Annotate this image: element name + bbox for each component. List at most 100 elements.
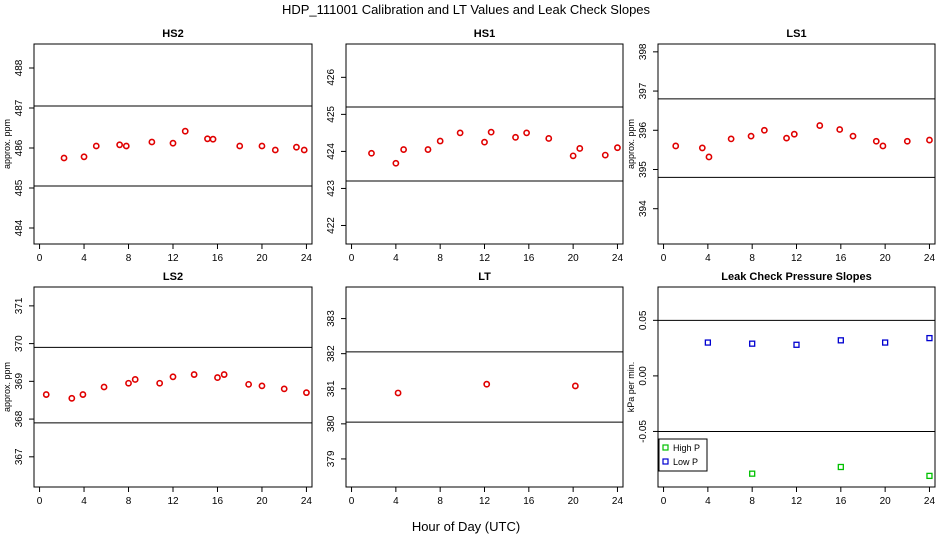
x-tick-label: 20: [256, 496, 268, 507]
y-tick-label: 369: [14, 373, 25, 390]
data-point: [837, 463, 844, 471]
plot-frame: [33, 43, 313, 245]
y-tick-label: 379: [326, 450, 337, 467]
x-tick-label: 12: [479, 253, 491, 264]
series-low-p: [704, 334, 933, 348]
y-tick-label: 371: [14, 297, 25, 314]
data-point: [512, 133, 519, 141]
y-tick-label: 487: [14, 99, 25, 116]
data-point: [571, 382, 579, 390]
x-tick-label: 4: [705, 496, 711, 507]
y-tick-label: 426: [326, 69, 337, 86]
data-point: [698, 144, 706, 152]
figure-xlabel: Hour of Day (UTC): [412, 519, 520, 534]
x-tick-label: 8: [749, 496, 755, 507]
y-tick-label: 488: [14, 59, 25, 76]
data-point: [436, 137, 444, 145]
x-tick-label: 8: [437, 253, 443, 264]
y-tick-label: 380: [326, 415, 337, 432]
data-point: [601, 151, 609, 159]
legend-label: High P: [673, 443, 700, 453]
x-tick-label: 4: [393, 496, 399, 507]
y-tick-label: 0.05: [638, 310, 649, 330]
y-tick-label: 484: [14, 219, 25, 236]
x-tick-label: 16: [835, 496, 847, 507]
data-point: [148, 138, 156, 146]
data-point: [392, 159, 400, 167]
data-point: [92, 142, 100, 150]
x-tick-label: 24: [924, 496, 936, 507]
x-tick-label: 24: [612, 496, 624, 507]
data-point: [258, 382, 266, 390]
x-tick-label: 0: [349, 496, 355, 507]
data-point: [280, 385, 288, 393]
data-point: [483, 380, 491, 388]
figure-title: HDP_111001 Calibration and LT Values and…: [282, 2, 651, 17]
x-tick-label: 20: [880, 496, 892, 507]
y-tick-label: 368: [14, 410, 25, 427]
x-tick-label: 24: [301, 496, 313, 507]
y-tick-label: 425: [326, 106, 337, 123]
data-point: [926, 136, 933, 144]
panel-title: Leak Check Pressure Slopes: [721, 271, 871, 283]
data-point: [747, 132, 755, 140]
data-point: [545, 135, 553, 142]
x-tick-label: 4: [705, 253, 711, 264]
series-0: [60, 127, 308, 162]
panel-hs2: HS2 0 4 8 12 16 20 24 484 485 486 487 488 approx. ppm: [2, 28, 313, 264]
x-tick-label: 0: [661, 253, 667, 264]
y-tick-label: 383: [326, 310, 337, 327]
y-tick-label: 382: [326, 345, 337, 362]
plot-frame: [657, 43, 936, 245]
data-point: [879, 142, 887, 150]
y-tick-label: 367: [14, 448, 25, 465]
data-point: [400, 146, 408, 153]
data-point: [271, 146, 279, 154]
data-point: [614, 144, 621, 152]
data-point: [116, 141, 124, 149]
y-tick-label: -0.05: [638, 420, 649, 443]
y-tick-label: 422: [326, 217, 337, 234]
x-tick-label: 20: [256, 253, 268, 264]
data-point: [727, 135, 735, 143]
y-axis-label: kPa per min.: [626, 362, 636, 413]
x-tick-label: 20: [568, 253, 580, 264]
data-point: [169, 373, 177, 381]
series-0: [368, 128, 621, 167]
x-tick-label: 12: [167, 496, 179, 507]
data-point: [214, 374, 221, 381]
x-tick-label: 4: [393, 253, 399, 264]
y-tick-label: 398: [638, 43, 649, 60]
data-point: [300, 146, 308, 154]
x-tick-label: 4: [81, 496, 87, 507]
legend-marker: [662, 458, 669, 465]
data-point: [122, 142, 130, 150]
x-tick-label: 20: [568, 496, 580, 507]
data-point: [368, 149, 375, 157]
data-point: [783, 134, 790, 142]
data-point: [569, 152, 577, 160]
data-point: [790, 130, 798, 138]
data-point: [394, 389, 402, 397]
data-point: [903, 137, 911, 145]
x-tick-label: 8: [126, 496, 132, 507]
data-point: [424, 146, 432, 153]
data-point: [849, 132, 857, 140]
x-tick-label: 4: [81, 253, 87, 264]
x-tick-label: 0: [37, 253, 43, 264]
y-tick-label: 424: [326, 143, 337, 160]
data-point: [125, 379, 132, 387]
data-point: [481, 138, 488, 146]
data-point: [293, 143, 300, 151]
data-point: [131, 376, 139, 383]
data-point: [80, 153, 88, 161]
legend-label: Low P: [673, 457, 698, 467]
data-point: [837, 337, 844, 344]
x-tick-label: 12: [479, 496, 491, 507]
data-point: [236, 142, 244, 150]
data-point: [209, 135, 217, 143]
data-point: [258, 142, 266, 150]
y-tick-label: 423: [326, 180, 337, 197]
